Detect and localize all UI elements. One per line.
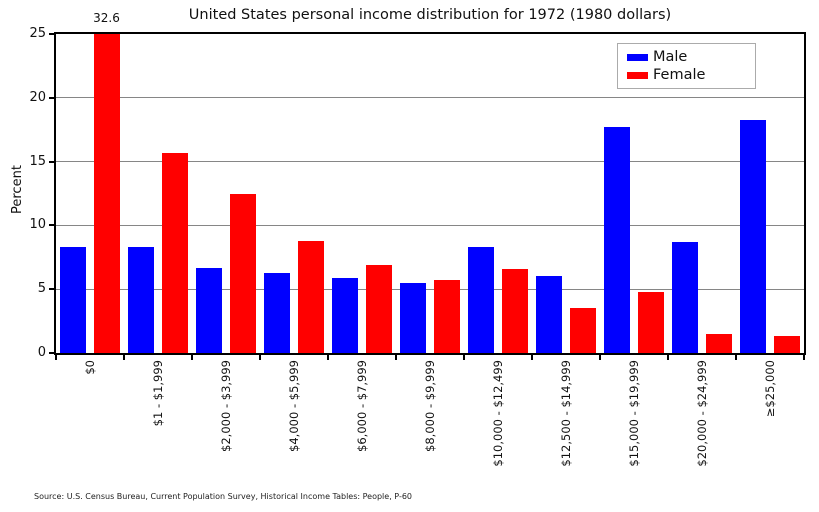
ytick-mark-10 — [49, 224, 54, 227]
xtick-mark-4 — [327, 355, 329, 360]
ytick-label-10: 10 — [29, 217, 46, 233]
bar-male-3 — [264, 272, 290, 353]
xtick-mark-9 — [667, 355, 669, 360]
bar-female-7 — [569, 308, 596, 353]
gridline-20 — [56, 97, 804, 99]
bar-male-4 — [332, 277, 358, 353]
xtick-label-6: $10,000 - $12,499 — [491, 360, 505, 467]
ytick-label-15: 15 — [29, 153, 46, 169]
bar-female-10 — [773, 336, 800, 353]
xtick-mark-8 — [599, 355, 601, 360]
bar-female-5 — [433, 280, 460, 353]
xtick-label-0: $0 — [83, 360, 97, 375]
legend: Male Female — [617, 43, 756, 89]
xtick-mark-1 — [123, 355, 125, 360]
ytick-label-20: 20 — [29, 89, 46, 105]
gridline-10 — [56, 224, 804, 226]
ytick-label-0: 0 — [37, 345, 46, 360]
bar-male-6 — [468, 247, 494, 353]
source-note: Source: U.S. Census Bureau, Current Popu… — [34, 492, 413, 501]
legend-item-male: Male — [627, 48, 755, 66]
bar-female-2 — [229, 193, 256, 353]
clipped-bar-value-annotation: 32.6 — [93, 11, 120, 25]
ytick-mark-25 — [49, 33, 54, 35]
bar-male-1 — [128, 247, 154, 353]
ytick-mark-20 — [49, 96, 54, 99]
legend-swatch-female — [627, 71, 648, 79]
bar-female-4 — [365, 264, 392, 353]
bar-male-7 — [536, 276, 562, 353]
bar-female-1 — [161, 152, 188, 353]
xtick-mark-2 — [191, 355, 193, 360]
legend-label-female: Female — [653, 67, 706, 83]
xtick-mark-6 — [463, 355, 465, 360]
bar-female-9 — [705, 333, 732, 353]
y-axis-label: Percent — [10, 165, 25, 214]
gridline-15 — [56, 161, 804, 163]
legend-label-male: Male — [653, 49, 688, 65]
xtick-label-4: $6,000 - $7,999 — [355, 360, 369, 452]
xtick-label-3: $4,000 - $5,999 — [287, 360, 301, 452]
chart-title: United States personal income distributi… — [188, 7, 672, 23]
bar-female-0 — [93, 34, 120, 353]
bar-male-5 — [400, 282, 426, 353]
xtick-mark-10 — [735, 355, 737, 360]
xtick-label-1: $1 - $1,999 — [151, 360, 165, 427]
legend-item-female: Female — [627, 66, 755, 84]
bar-female-6 — [501, 268, 528, 353]
bar-male-9 — [672, 242, 698, 353]
xtick-mark-0 — [55, 355, 57, 360]
gridline-5 — [56, 288, 804, 290]
legend-swatch-male — [627, 53, 648, 61]
xtick-mark-5 — [395, 355, 397, 360]
bar-male-0 — [60, 247, 86, 353]
xtick-label-7: $12,500 - $14,999 — [559, 360, 573, 467]
ytick-mark-15 — [49, 160, 54, 163]
ytick-mark-5 — [49, 288, 54, 291]
xtick-mark-3 — [259, 355, 261, 360]
bar-male-2 — [196, 267, 222, 353]
xtick-label-2: $2,000 - $3,999 — [219, 360, 233, 452]
xtick-label-10: ≥$25,000 — [763, 360, 777, 418]
ytick-label-5: 5 — [37, 281, 46, 297]
xtick-label-9: $20,000 - $24,999 — [695, 360, 709, 467]
ytick-mark-0 — [49, 352, 54, 354]
bar-female-3 — [297, 240, 324, 353]
xtick-label-8: $15,000 - $19,999 — [627, 360, 641, 467]
xtick-mark-7 — [531, 355, 533, 360]
bar-male-8 — [604, 127, 630, 353]
xtick-mark-11 — [803, 355, 805, 360]
ytick-label-25: 25 — [29, 26, 46, 41]
xtick-label-5: $8,000 - $9,999 — [423, 360, 437, 452]
bar-male-10 — [740, 119, 766, 353]
bar-female-8 — [637, 291, 664, 353]
